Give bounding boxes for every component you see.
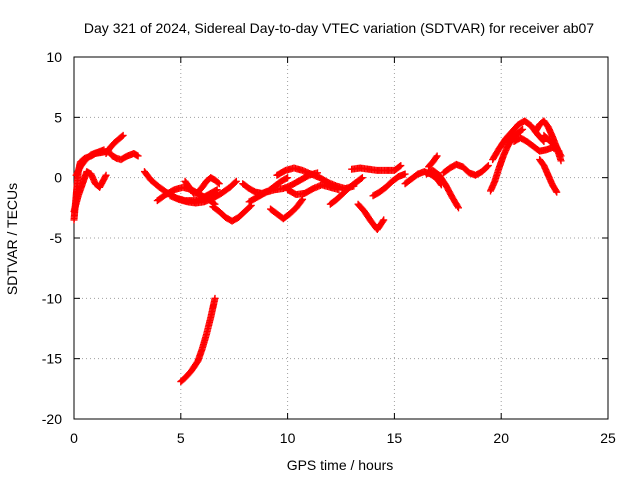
data-point [118, 132, 126, 140]
x-tick-label: 5 [177, 430, 185, 446]
x-tick-label: 0 [70, 430, 78, 446]
y-tick-label: 5 [54, 109, 62, 125]
x-tick-label: 10 [280, 430, 296, 446]
data-point [454, 202, 462, 210]
y-tick-label: -5 [50, 230, 63, 246]
y-tick-label: 0 [54, 170, 62, 186]
data-point [433, 152, 441, 160]
data-point [553, 188, 561, 196]
grid-lines [74, 57, 608, 419]
data-point [519, 125, 527, 133]
data-point [215, 180, 223, 188]
data-point [380, 216, 388, 224]
data-points [70, 117, 565, 386]
y-tick-label: -15 [42, 351, 62, 367]
data-point [119, 131, 127, 139]
x-tick-label: 15 [387, 430, 403, 446]
data-point [552, 187, 560, 195]
y-axis-ticks: -20 -15 -10 -5 0 5 10 [42, 49, 608, 427]
x-axis-label: GPS time / hours [287, 457, 394, 473]
data-point [282, 174, 290, 182]
data-point [211, 294, 219, 302]
data-point [517, 126, 525, 134]
data-point [379, 217, 387, 225]
data-point [396, 162, 404, 170]
x-tick-label: 25 [600, 430, 616, 446]
chart-title: Day 321 of 2024, Sidereal Day-to-day VTE… [84, 20, 594, 36]
data-point [483, 163, 491, 171]
data-point [397, 162, 405, 170]
data-point [298, 197, 306, 205]
data-point [401, 170, 409, 178]
data-point [454, 204, 462, 212]
data-point [358, 174, 366, 182]
data-point [432, 153, 440, 161]
data-point [232, 177, 240, 185]
y-tick-label: -10 [42, 290, 62, 306]
data-point [357, 174, 365, 182]
data-point [299, 195, 307, 203]
x-axis-ticks: 0 5 10 15 20 25 [70, 57, 616, 446]
data-point [102, 171, 110, 179]
data-point [231, 178, 239, 186]
data-point [214, 179, 222, 187]
y-tick-label: 10 [46, 49, 62, 65]
data-point [557, 152, 565, 160]
data-point [101, 173, 109, 181]
data-point [335, 186, 343, 194]
y-axis-label: SDTVAR / TECUs [4, 183, 20, 295]
data-point [284, 174, 292, 182]
data-point [134, 152, 142, 160]
data-point [484, 162, 492, 170]
data-point [100, 146, 108, 154]
data-point [556, 151, 564, 159]
x-tick-label: 20 [493, 430, 509, 446]
y-tick-label: -20 [42, 411, 62, 427]
